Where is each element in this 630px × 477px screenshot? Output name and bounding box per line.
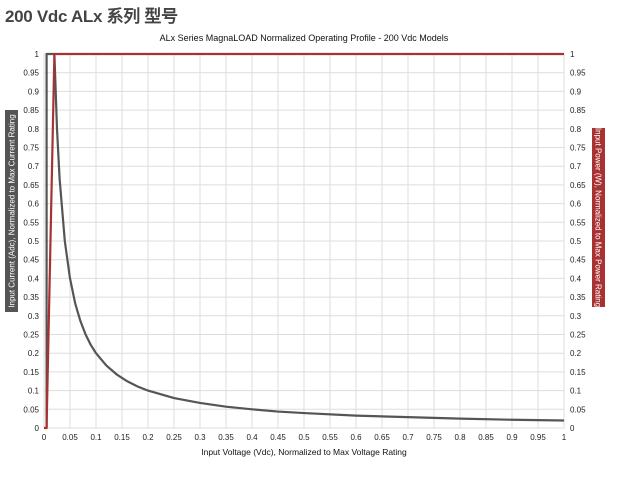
x-tick: 0.25 (166, 433, 182, 442)
x-tick: 0.85 (478, 433, 494, 442)
y-axis-right-title: Input Power (W), Normalized to Max Power… (594, 128, 603, 307)
y-tick-left: 0 (35, 424, 40, 433)
y-tick-right: 0.55 (570, 218, 586, 227)
x-tick: 0.3 (194, 433, 206, 442)
x-tick: 0.8 (454, 433, 466, 442)
y-tick-right: 0 (570, 424, 575, 433)
x-tick: 0.35 (218, 433, 234, 442)
y-tick-right: 0.45 (570, 256, 586, 265)
x-tick: 0.7 (402, 433, 414, 442)
y-tick-left: 0.25 (23, 331, 39, 340)
y-tick-right: 0.6 (570, 200, 582, 209)
y-tick-right: 0.9 (570, 87, 582, 96)
y-tick-left: 0.45 (23, 256, 39, 265)
chart-title: ALx Series MagnaLOAD Normalized Operatin… (160, 33, 449, 43)
y-tick-right: 0.95 (570, 69, 586, 78)
series-lines (44, 52, 565, 430)
page-heading: 200 Vdc ALx 系列 型号 (5, 7, 178, 26)
x-tick: 0.95 (530, 433, 546, 442)
y-axis-right-label: Input Power (W), Normalized to Max Power… (592, 128, 605, 307)
x-tick: 0.4 (246, 433, 258, 442)
y-tick-right: 0.8 (570, 125, 582, 134)
y-tick-right: 0.15 (570, 368, 586, 377)
y-tick-left: 0.3 (28, 312, 40, 321)
y-tick-left: 0.15 (23, 368, 39, 377)
x-tick: 0.2 (142, 433, 154, 442)
x-tick: 0.1 (90, 433, 102, 442)
y-tick-left: 0.9 (28, 87, 40, 96)
y-tick-right: 0.3 (570, 312, 582, 321)
y-tick-right: 0.05 (570, 405, 586, 414)
x-tick: 0.45 (270, 433, 286, 442)
x-tick: 0.75 (426, 433, 442, 442)
y-tick-right: 1 (570, 50, 575, 59)
x-tick: 0.6 (350, 433, 362, 442)
y-tick-left: 0.2 (28, 349, 40, 358)
y-axis-right-label-bg (592, 128, 605, 307)
x-tick: 0.65 (374, 433, 390, 442)
series-line-current (45, 52, 565, 428)
y-tick-right: 0.65 (570, 181, 586, 190)
y-tick-left: 0.05 (23, 405, 39, 414)
x-axis-title: Input Voltage (Vdc), Normalized to Max V… (201, 447, 407, 457)
y-tick-left: 0.5 (28, 237, 40, 246)
right-y-axis: 0 0.05 0.1 0.15 0.2 0.25 0.3 0.35 0.4 0.45 0.5 0.55… (570, 50, 586, 433)
y-tick-left: 0.85 (23, 106, 39, 115)
y-tick-right: 0.25 (570, 331, 586, 340)
y-tick-right: 0.5 (570, 237, 582, 246)
y-tick-left: 0.8 (28, 125, 40, 134)
y-tick-left: 0.7 (28, 162, 40, 171)
y-axis-left-label: Input Current (Adc), Normalized to Max C… (5, 110, 18, 312)
y-tick-left: 0.1 (28, 387, 40, 396)
y-tick-right: 0.7 (570, 162, 582, 171)
x-tick: 0.55 (322, 433, 338, 442)
left-y-axis: 0 0.05 0.1 0.15 0.2 0.25 0.3 0.35 0.4 0.45 0.5 0.55… (23, 50, 39, 433)
y-tick-left: 0.6 (28, 200, 40, 209)
y-tick-left: 1 (35, 50, 40, 59)
y-tick-right: 0.75 (570, 144, 586, 153)
series-line-power (44, 52, 564, 430)
y-tick-left: 0.75 (23, 144, 39, 153)
y-tick-left: 0.4 (28, 274, 40, 283)
y-tick-right: 0.2 (570, 349, 582, 358)
y-tick-left: 0.95 (23, 69, 39, 78)
x-tick: 0.15 (114, 433, 130, 442)
x-tick: 0.5 (298, 433, 310, 442)
grid (43, 53, 565, 429)
y-axis-left-label-bg (5, 110, 18, 312)
y-axis-left-title: Input Current (Adc), Normalized to Max C… (8, 114, 17, 307)
y-tick-right: 0.85 (570, 106, 586, 115)
y-tick-right: 0.35 (570, 293, 586, 302)
y-tick-left: 0.35 (23, 293, 39, 302)
y-tick-left: 0.65 (23, 181, 39, 190)
y-tick-right: 0.1 (570, 387, 582, 396)
y-tick-left: 0.55 (23, 218, 39, 227)
x-tick: 0.05 (62, 433, 78, 442)
x-tick: 0 (42, 433, 47, 442)
x-tick: 0.9 (506, 433, 518, 442)
y-tick-right: 0.4 (570, 274, 582, 283)
x-tick: 1 (562, 433, 567, 442)
x-axis: 0 0.05 0.1 0.15 0.2 0.25 0.3 0.35 0.4 0.45 0.5 0.55… (42, 433, 567, 442)
